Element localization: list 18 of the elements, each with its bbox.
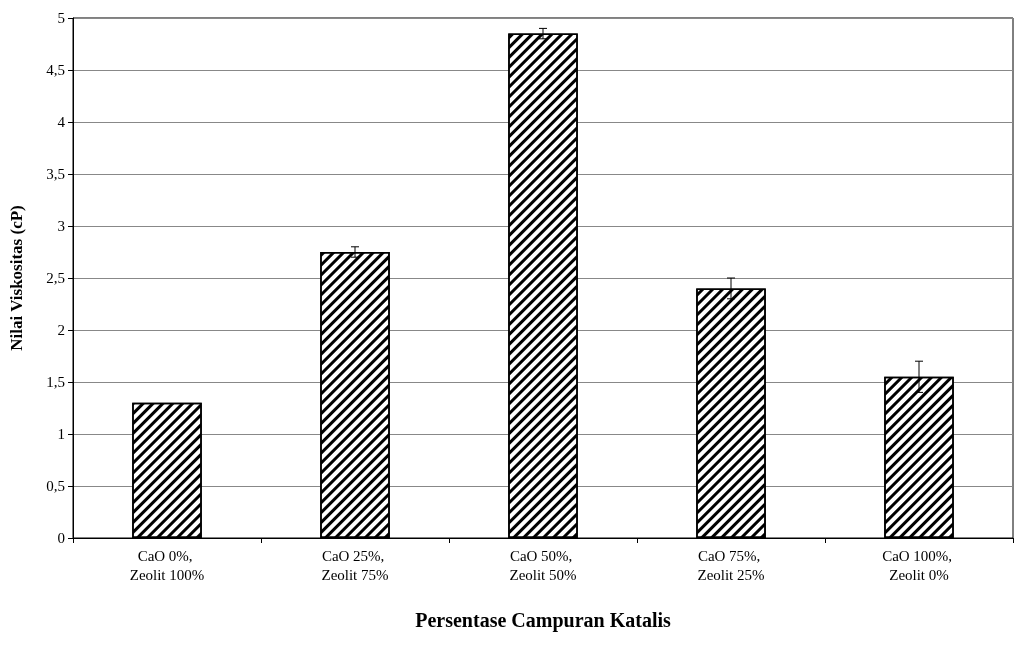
y-tick-label: 1,5 [46,374,65,390]
y-tick-label: 0 [57,530,65,546]
x-tick-label: CaO 100%, Zeolit 0% [882,547,956,583]
x-tick-label: CaO 25%, Zeolit 75% [321,547,389,583]
x-axis-title: Persentase Campuran Katalis [415,609,671,632]
x-tick-label: CaO 75%, Zeolit 25% [697,547,765,583]
y-tick-label: 3,5 [46,166,65,182]
y-axis-title: Nilai Viskositas (cP) [7,205,26,351]
y-tick-label: 4 [57,114,66,130]
x-tick-label: CaO 50%, Zeolit 50% [509,547,577,583]
y-tick-label: 2 [57,322,65,338]
x-tick-label: CaO 0%, Zeolit 100% [129,547,205,583]
y-tick-label: 5 [57,10,65,26]
y-tick-label: 0,5 [46,478,65,494]
y-tick-label: 3 [57,218,65,234]
y-tick-label: 2,5 [46,270,65,286]
y-tick-label: 4,5 [46,62,65,78]
y-tick-label: 1 [57,426,65,442]
